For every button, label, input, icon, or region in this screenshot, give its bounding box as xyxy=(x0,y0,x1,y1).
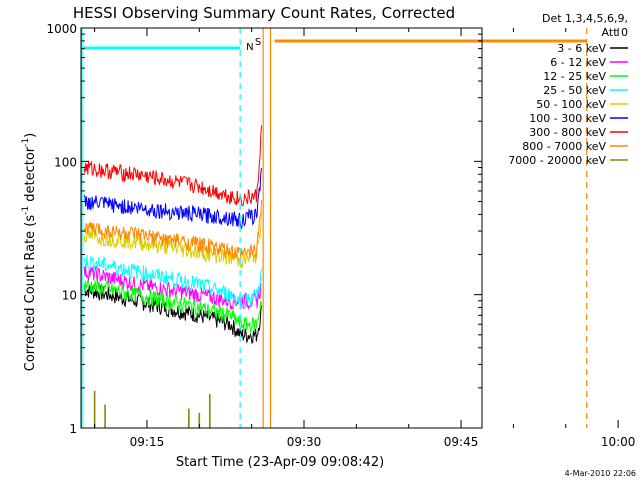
annotation-n: N xyxy=(246,42,253,53)
chart-title: HESSI Observing Summary Count Rates, Cor… xyxy=(73,4,455,22)
series-line xyxy=(608,263,640,324)
y-tick-label: 1000 xyxy=(46,22,77,36)
annotation-s: S xyxy=(255,37,261,48)
legend-label: 12 - 25 keV xyxy=(543,70,606,83)
legend-header-line2: Att 0 xyxy=(602,26,628,39)
series-line xyxy=(608,237,640,298)
y-axis-label: Corrected Count Rate (s-1 detector-1) xyxy=(21,133,38,371)
series-line xyxy=(608,244,640,298)
series-line xyxy=(83,211,262,269)
legend-label: 25 - 50 keV xyxy=(543,84,606,97)
series-line xyxy=(608,256,640,324)
series-line xyxy=(83,125,262,207)
series-line xyxy=(83,255,262,309)
legend-label: 100 - 300 keV xyxy=(529,112,606,125)
y-axis-label-exponent: -1 xyxy=(21,138,31,147)
plot-layer: SN09:1509:3009:4510:0010:1510:3010:45110… xyxy=(46,22,640,449)
y-tick-label: 100 xyxy=(54,155,77,169)
legend-header-line1: Det 1,3,4,5,6,9, xyxy=(542,12,628,25)
legend-label: 6 - 12 keV xyxy=(550,56,606,69)
series-line xyxy=(83,264,262,311)
x-axis-label: Start Time (23-Apr-09 09:08:42) xyxy=(176,455,384,470)
legend-label: 300 - 800 keV xyxy=(529,126,606,139)
y-axis-label-part: ) xyxy=(23,133,38,138)
x-tick-label: 10:00 xyxy=(601,435,636,449)
legend-label: 3 - 6 keV xyxy=(557,42,606,55)
series-line xyxy=(608,154,640,213)
x-tick-label: 09:15 xyxy=(130,435,165,449)
footer-date: 4-Mar-2010 22:06 xyxy=(565,469,636,478)
series-line xyxy=(83,279,262,333)
plot-frame xyxy=(80,27,483,429)
series-line xyxy=(83,284,262,344)
y-axis-label-part: detector xyxy=(23,146,38,206)
x-tick-label: 09:30 xyxy=(287,435,322,449)
legend-label: 7000 - 20000 keV xyxy=(508,154,606,167)
series-line xyxy=(608,169,640,244)
x-tick-label: 09:45 xyxy=(444,435,479,449)
y-axis-label-exponent: -1 xyxy=(21,206,31,215)
y-tick-label: 10 xyxy=(62,289,77,303)
y-axis-label-part: Corrected Count Rate (s xyxy=(23,215,38,372)
series-line xyxy=(83,199,262,260)
y-tick-label: 1 xyxy=(69,422,77,436)
series-line xyxy=(83,167,262,230)
legend-label: 800 - 7000 keV xyxy=(522,140,606,153)
series-line xyxy=(608,141,640,195)
series-line xyxy=(608,183,640,255)
legend-label: 50 - 100 keV xyxy=(536,98,606,111)
